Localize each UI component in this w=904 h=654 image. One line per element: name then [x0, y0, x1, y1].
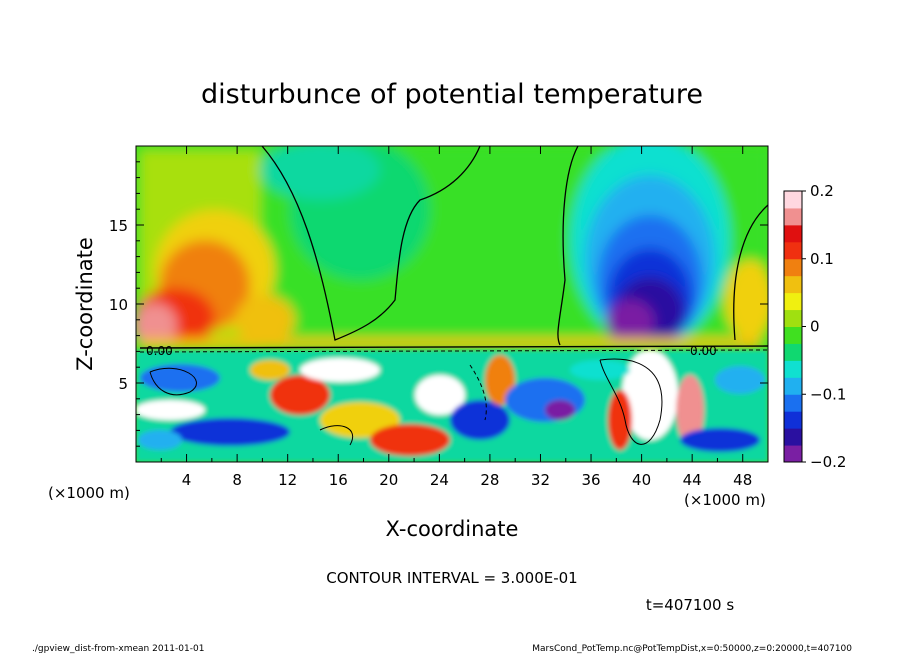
colorbar-swatch — [784, 258, 802, 277]
colorbar-swatch — [784, 394, 802, 412]
colorbar-swatch — [784, 241, 802, 260]
colorbar-swatch — [784, 224, 802, 243]
colorbar-label: −0.1 — [810, 385, 846, 403]
colorbar-swatch — [784, 377, 802, 395]
contour-interval: CONTOUR INTERVAL = 3.000E-01 — [326, 569, 577, 587]
footer-left: ./gpview_dist-from-xmean 2011-01-01 — [32, 644, 204, 654]
colorbar-swatch — [784, 207, 802, 226]
contour-label-2: 0.00 — [690, 344, 717, 358]
x-unit-left: (×1000 m) — [48, 484, 130, 502]
colorbar-swatch — [784, 343, 802, 361]
colorbar-swatch — [784, 445, 802, 463]
y-axis-label: Z-coordinate — [73, 237, 97, 371]
colorbar-swatch — [784, 428, 802, 446]
x-tick-label: 40 — [632, 471, 651, 489]
colorbar-label: 0 — [810, 318, 820, 336]
x-tick-label: 32 — [531, 471, 550, 489]
colorbar-label: 0.1 — [810, 250, 834, 268]
x-axis-label: X-coordinate — [386, 517, 519, 541]
heatmap-field: 0.00 0.00 — [136, 146, 768, 462]
x-tick-label: 20 — [379, 471, 398, 489]
x-tick-label: 44 — [683, 471, 702, 489]
x-tick-label: 8 — [232, 471, 242, 489]
colorbar-swatch — [784, 411, 802, 429]
x-tick-label: 4 — [182, 471, 192, 489]
y-tick-label: 10 — [109, 296, 128, 314]
x-tick-label: 24 — [430, 471, 449, 489]
colorbar-swatch — [784, 360, 802, 378]
colorbar-swatch — [784, 275, 802, 294]
contour-label-1: 0.00 — [146, 344, 173, 358]
x-tick-label: 12 — [278, 471, 297, 489]
chart-title: disturbunce of potential temperature — [201, 79, 703, 110]
x-tick-label: 28 — [480, 471, 499, 489]
x-tick-label: 36 — [581, 471, 600, 489]
y-tick-label: 15 — [109, 217, 128, 235]
colorbar-swatch — [784, 191, 802, 209]
colorbar: 0.2 0.1 0 −0.1 −0.2 — [783, 182, 846, 471]
x-tick-label: 48 — [733, 471, 752, 489]
footer-right: MarsCond_PotTemp.nc@PotTempDist,x=0:5000… — [532, 644, 852, 654]
colorbar-label: −0.2 — [810, 453, 846, 471]
y-tick-label: 5 — [118, 375, 128, 393]
colorbar-swatch — [784, 326, 802, 344]
x-unit-right: (×1000 m) — [684, 491, 766, 509]
x-tick-label: 16 — [329, 471, 348, 489]
colorbar-label: 0.2 — [810, 182, 834, 200]
y-axis: 5 10 15 — [109, 161, 768, 447]
time-label: t=407100 s — [646, 596, 734, 614]
colorbar-swatch — [784, 292, 802, 311]
x-axis: 4 8 12 16 20 24 28 32 36 40 44 48 — [160, 146, 752, 489]
colorbar-swatch — [784, 309, 802, 327]
